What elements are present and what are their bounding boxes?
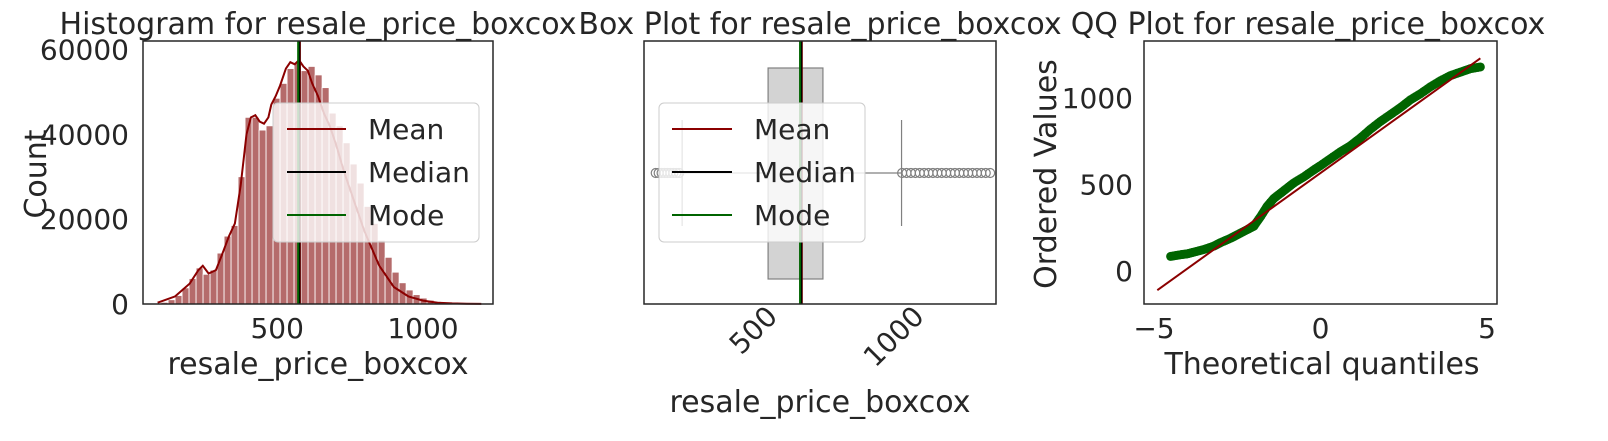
outlier-point	[980, 167, 991, 179]
legend-label: Median	[754, 156, 856, 189]
x-tick-label: 5	[1478, 312, 1496, 345]
legend-box	[272, 102, 480, 243]
x-tick-label: 0	[1312, 312, 1330, 345]
y-tick-label: 20000	[40, 203, 129, 236]
boxplot-frame	[643, 40, 997, 305]
histogram-bar	[265, 125, 274, 305]
x-tick-label: −5	[1133, 312, 1174, 345]
boxplot-title: Box Plot for resale_price_boxcox	[578, 7, 1061, 42]
boxplot-panel: Box Plot for resale_price_boxcox 500 1000…	[578, 7, 1061, 420]
histogram-y-label: Count	[19, 129, 54, 218]
qqplot-x-label: Theoretical quantiles	[1163, 347, 1479, 382]
legend-label: Mode	[368, 199, 444, 232]
qqplot-title: QQ Plot for resale_price_boxcox	[1071, 7, 1546, 42]
histogram-legend: Mean Median Mode	[272, 102, 480, 243]
histogram-x-ticks: 500 1000	[250, 312, 458, 345]
legend-box	[658, 102, 866, 243]
qq-point	[1475, 62, 1485, 72]
legend-label: Mean	[754, 113, 830, 146]
qqplot-y-ticks: 0 500 1000	[1062, 82, 1133, 288]
boxplot-legend: Mean Median Mode	[658, 102, 866, 243]
x-tick-label: 1000	[857, 300, 931, 374]
histogram-bar	[230, 225, 239, 305]
qqplot-frame	[1143, 40, 1498, 305]
x-tick-label: 1000	[387, 312, 458, 345]
legend-label: Median	[368, 156, 470, 189]
histogram-y-ticks: 0 20000 40000 60000	[40, 33, 129, 321]
qqplot-panel: QQ Plot for resale_price_boxcox −5 0 5 050…	[1029, 7, 1545, 382]
y-tick-label: 1000	[1062, 82, 1133, 115]
histogram-bar	[258, 129, 267, 305]
boxplot-x-label: resale_price_boxcox	[670, 385, 971, 420]
qq-points	[1166, 62, 1485, 261]
x-tick-label: 500	[250, 312, 303, 345]
qqplot-x-ticks: −5 0 5	[1133, 312, 1496, 345]
histogram-bar	[209, 269, 218, 305]
legend-label: Mean	[368, 113, 444, 146]
y-tick-label: 0	[1115, 255, 1133, 288]
y-tick-label: 500	[1080, 169, 1133, 202]
y-tick-label: 0	[111, 288, 129, 321]
histogram-frame	[142, 40, 494, 305]
y-tick-label: 60000	[40, 33, 129, 66]
y-tick-label: 40000	[40, 118, 129, 151]
histogram-panel: Histogram for resale_price_boxcox 500 100…	[19, 7, 576, 382]
histogram-x-label: resale_price_boxcox	[168, 347, 469, 382]
legend-label: Mode	[754, 199, 830, 232]
qqplot-y-label: Ordered Values	[1029, 59, 1064, 289]
histogram-title: Histogram for resale_price_boxcox	[60, 7, 577, 42]
boxplot-x-ticks: 500 1000	[723, 300, 931, 374]
histogram-bar	[202, 273, 211, 305]
qq-fit-line	[1156, 57, 1481, 291]
histogram-bar	[251, 116, 260, 305]
x-tick-label: 500	[723, 300, 784, 361]
outlier-point	[985, 167, 996, 179]
kde-curve	[157, 58, 482, 305]
